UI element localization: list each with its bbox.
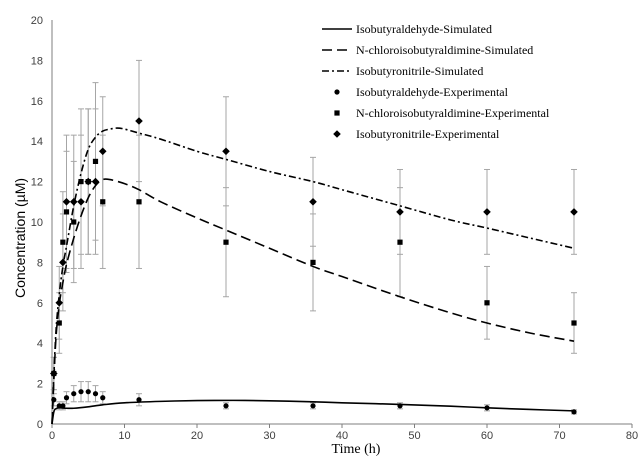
x-tick-label: 0 <box>49 430 55 442</box>
data-point-diamond <box>309 198 317 206</box>
x-tick-label: 40 <box>336 430 348 442</box>
simulated-line-dashed <box>51 178 575 425</box>
data-point-circle <box>63 395 70 401</box>
data-point-square <box>571 320 577 326</box>
legend: Isobutyraldehyde-Simulated N-chloroisobut… <box>322 22 550 141</box>
data-point-diamond <box>77 198 85 206</box>
data-point-square <box>92 158 99 164</box>
legend-swatch-marker <box>334 110 340 116</box>
legend-swatch-marker <box>334 89 340 95</box>
data-point-diamond <box>69 198 78 206</box>
data-point-circle <box>78 389 84 395</box>
data-point-circle <box>56 403 62 409</box>
y-tick-label: 12 <box>31 177 43 189</box>
data-point-circle <box>484 405 490 411</box>
y-tick-label: 4 <box>37 338 43 350</box>
y-axis-ticks: 0 2 4 6 8 10 12 14 16 18 20 <box>31 15 43 431</box>
legend-swatch-marker <box>333 130 341 138</box>
y-tick-label: 8 <box>37 257 43 269</box>
data-point-diamond <box>55 299 64 307</box>
data-point-circle <box>223 403 229 409</box>
data-point-diamond <box>91 177 100 186</box>
data-point-square <box>60 239 66 245</box>
y-tick-label: 14 <box>31 136 43 148</box>
data-point-circle <box>85 389 91 395</box>
data-point-square <box>56 320 62 326</box>
data-point-diamond <box>570 208 578 216</box>
legend-entry-label: Isobutyraldehyde-Simulated <box>356 22 492 36</box>
x-axis-title: Time (h) <box>332 442 381 456</box>
y-tick-label: 16 <box>31 96 43 108</box>
data-point-diamond <box>62 198 71 206</box>
data-point-square <box>63 209 70 215</box>
data-point-circle <box>92 391 99 397</box>
data-point-diamond <box>135 117 143 125</box>
x-tick-label: 20 <box>191 430 203 442</box>
data-point-diamond <box>98 147 107 156</box>
axes <box>51 20 632 425</box>
x-tick-label: 50 <box>408 430 420 442</box>
x-tick-label: 60 <box>481 430 493 442</box>
x-tick-label: 80 <box>626 430 638 442</box>
simulated-line-dashdot <box>51 127 575 425</box>
legend-entry-label: Isobutyraldehyde-Experimental <box>356 85 509 99</box>
y-tick-label: 0 <box>37 419 43 431</box>
data-point-square <box>100 199 106 205</box>
data-point-diamond <box>59 258 67 267</box>
legend-entry-label: N-chloroisobutyraldimine-Simulated <box>356 43 533 57</box>
data-point-diamond <box>50 369 58 378</box>
y-tick-label: 2 <box>37 379 43 391</box>
data-point-square <box>71 219 77 225</box>
y-axis-title: Concentration (µM) <box>12 178 28 298</box>
x-tick-label: 70 <box>553 430 565 442</box>
x-tick-label: 10 <box>118 430 130 442</box>
data-point-diamond <box>84 177 93 186</box>
x-tick-label: 30 <box>263 430 275 442</box>
data-point-circle <box>571 409 577 415</box>
data-point-circle <box>310 403 316 409</box>
data-point-diamond <box>483 208 491 216</box>
data-point-diamond <box>222 147 230 156</box>
data-point-square <box>397 239 403 245</box>
experimental-markers <box>50 117 578 415</box>
data-point-circle <box>100 395 106 401</box>
y-tick-label: 6 <box>37 298 43 310</box>
y-tick-label: 20 <box>31 15 43 27</box>
legend-entry-label: Isobutyronitrile-Simulated <box>356 64 483 78</box>
legend-entry-label: N-chloroisobutyraldimine-Experimental <box>356 106 550 120</box>
data-point-circle <box>51 397 57 403</box>
data-point-circle <box>71 391 77 397</box>
x-axis-ticks: 0 10 20 30 40 50 60 70 80 <box>49 424 638 442</box>
y-tick-label: 10 <box>31 217 43 229</box>
data-point-circle <box>136 397 142 403</box>
data-point-diamond <box>396 208 404 216</box>
data-point-square <box>223 239 229 245</box>
data-point-square <box>136 199 142 205</box>
data-point-square <box>78 179 84 185</box>
data-point-circle <box>397 403 403 409</box>
y-tick-label: 18 <box>31 55 43 67</box>
data-point-square <box>310 259 316 265</box>
data-point-square <box>484 300 490 306</box>
data-point-circle <box>60 403 66 409</box>
legend-entry-label: Isobutyronitrile-Experimental <box>356 127 500 141</box>
